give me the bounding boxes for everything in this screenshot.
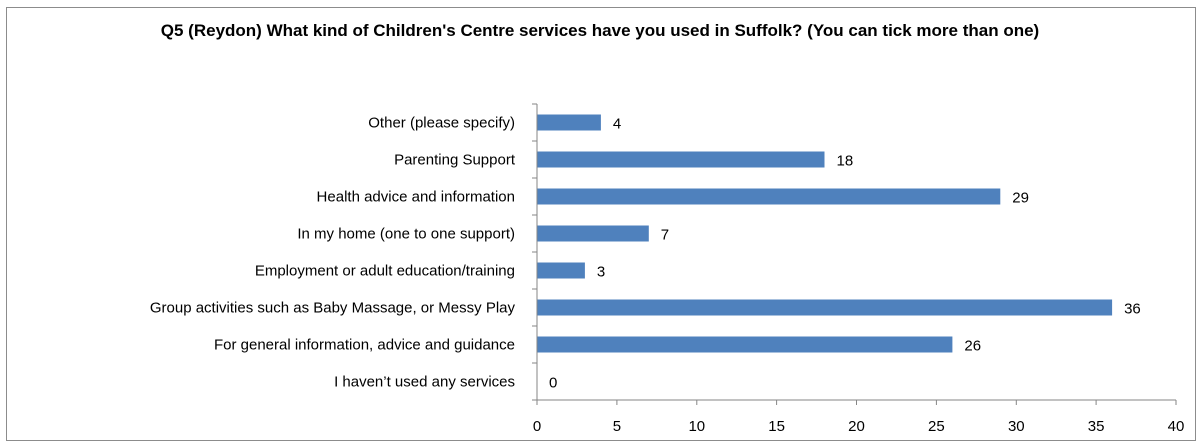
axis-layer: 0 5 10 15 20 25 30 35 40 xyxy=(532,103,1185,435)
chart-frame xyxy=(6,7,1196,441)
x-tick-label: 35 xyxy=(1088,418,1105,435)
data-label: 7 xyxy=(661,227,669,244)
data-label: 26 xyxy=(964,338,981,355)
category-label: Other (please specify) xyxy=(368,115,515,132)
bar xyxy=(537,225,649,242)
x-tick-label: 40 xyxy=(1168,418,1185,435)
x-tick-label: 5 xyxy=(613,418,621,435)
category-label: In my home (one to one support) xyxy=(297,226,515,243)
bar xyxy=(537,262,585,279)
bar xyxy=(537,114,601,131)
category-label: For general information, advice and guid… xyxy=(214,337,515,354)
category-label: Employment or adult education/training xyxy=(255,263,515,280)
category-label: Health advice and information xyxy=(317,189,515,206)
data-label: 4 xyxy=(613,116,621,133)
category-label: Group activities such as Baby Massage, o… xyxy=(150,300,516,317)
x-tick-label: 0 xyxy=(533,418,541,435)
bar xyxy=(537,188,1001,205)
chart-title: Q5 (Reydon) What kind of Children's Cent… xyxy=(160,21,1040,40)
bar xyxy=(537,151,825,168)
x-tick-label: 10 xyxy=(688,418,705,435)
bar xyxy=(537,336,953,353)
x-tick-label: 25 xyxy=(928,418,945,435)
x-tick-label: 20 xyxy=(848,418,865,435)
category-label: I haven’t used any services xyxy=(334,374,515,391)
data-label: 36 xyxy=(1124,301,1141,318)
data-label: 29 xyxy=(1012,190,1029,207)
data-label: 18 xyxy=(837,153,854,170)
bar xyxy=(537,299,1113,316)
x-tick-label: 30 xyxy=(1008,418,1025,435)
bars-layer: Other (please specify) 4 Parenting Support… xyxy=(150,114,1141,392)
category-label: Parenting Support xyxy=(394,152,516,169)
data-label: 0 xyxy=(549,375,557,392)
data-label: 3 xyxy=(597,264,605,281)
x-tick-label: 15 xyxy=(768,418,785,435)
